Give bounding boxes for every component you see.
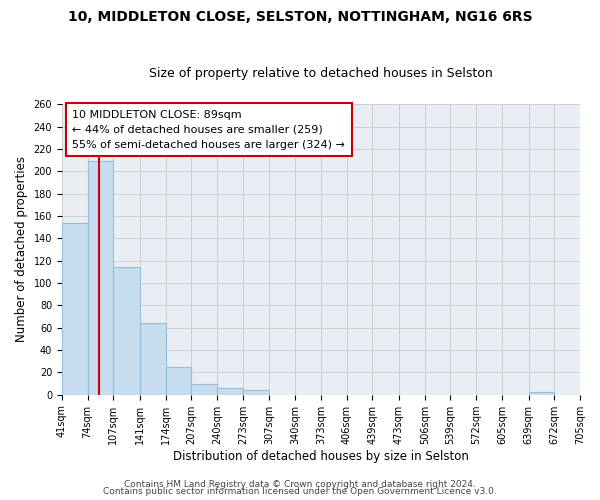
Text: Contains public sector information licensed under the Open Government Licence v3: Contains public sector information licen… <box>103 488 497 496</box>
Bar <box>88 161 113 394</box>
Title: Size of property relative to detached houses in Selston: Size of property relative to detached ho… <box>149 66 493 80</box>
Bar <box>62 222 88 394</box>
Text: 10 MIDDLETON CLOSE: 89sqm
← 44% of detached houses are smaller (259)
55% of semi: 10 MIDDLETON CLOSE: 89sqm ← 44% of detac… <box>72 110 345 150</box>
X-axis label: Distribution of detached houses by size in Selston: Distribution of detached houses by size … <box>173 450 469 462</box>
Bar <box>217 388 243 394</box>
Text: 10, MIDDLETON CLOSE, SELSTON, NOTTINGHAM, NG16 6RS: 10, MIDDLETON CLOSE, SELSTON, NOTTINGHAM… <box>68 10 532 24</box>
Bar <box>529 392 554 394</box>
Text: Contains HM Land Registry data © Crown copyright and database right 2024.: Contains HM Land Registry data © Crown c… <box>124 480 476 489</box>
Bar <box>140 323 166 394</box>
Bar <box>113 268 140 394</box>
Bar <box>191 384 217 394</box>
Bar <box>166 367 191 394</box>
Bar <box>243 390 269 394</box>
Y-axis label: Number of detached properties: Number of detached properties <box>15 156 28 342</box>
